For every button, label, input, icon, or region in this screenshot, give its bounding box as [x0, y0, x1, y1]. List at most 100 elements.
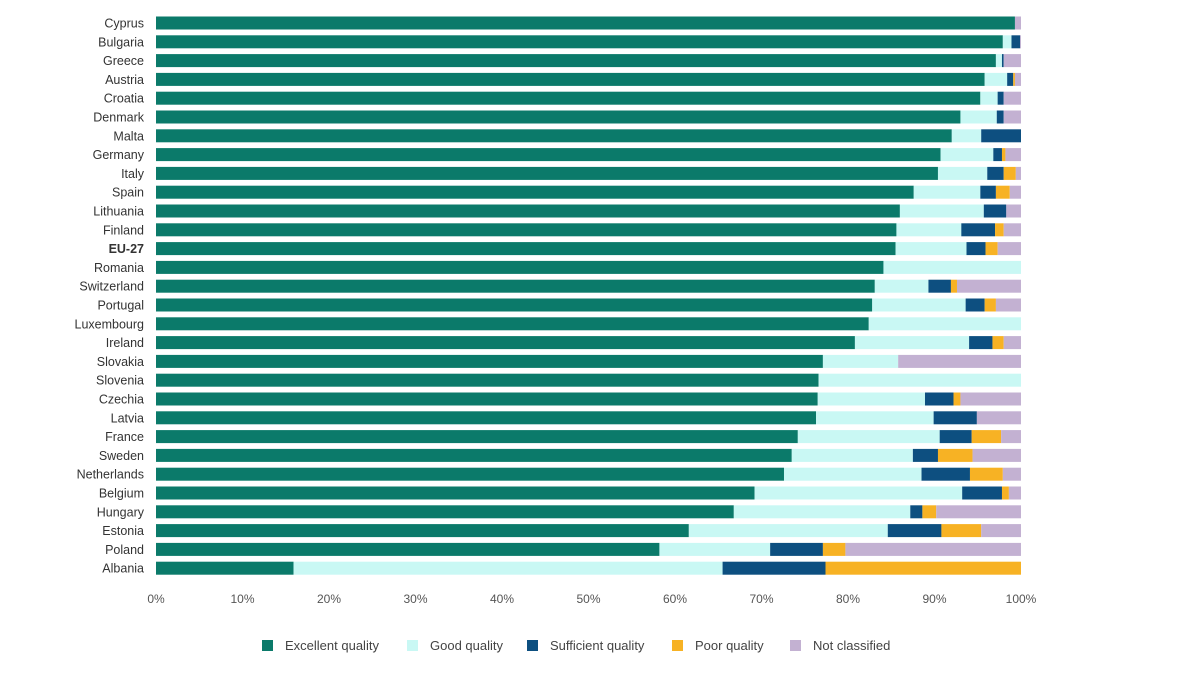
bar-segment-germany-not-classified: [1005, 148, 1021, 162]
category-label-germany: Germany: [93, 148, 145, 162]
bar-segment-sweden-good-quality: [791, 448, 913, 462]
x-tick-label: 50%: [576, 592, 600, 606]
bar-segment-finland-sufficient-quality: [961, 223, 996, 237]
bar-segment-czechia-excellent-quality: [156, 392, 818, 406]
bar-segment-spain-poor-quality: [995, 185, 1010, 199]
bar-segment-slovenia-good-quality: [818, 373, 1021, 387]
category-label-denmark: Denmark: [93, 111, 144, 125]
bar-segment-albania-poor-quality: [825, 561, 1021, 575]
bar-segment-slovakia-not-classified: [898, 354, 1021, 368]
category-label-ireland: Ireland: [106, 336, 144, 350]
legend-swatch: [672, 640, 683, 651]
category-label-cyprus: Cyprus: [104, 17, 144, 31]
category-label-slovenia: Slovenia: [96, 374, 144, 388]
bar-segment-hungary-good-quality: [733, 505, 911, 519]
bar-segment-portugal-not-classified: [995, 298, 1021, 312]
bar-segment-italy-excellent-quality: [156, 166, 938, 180]
bar-segment-germany-good-quality: [940, 148, 994, 162]
category-label-finland: Finland: [103, 223, 144, 237]
bar-segment-belgium-poor-quality: [1001, 486, 1009, 500]
category-label-italy: Italy: [121, 167, 145, 181]
bar-segment-croatia-excellent-quality: [156, 91, 981, 105]
x-tick-label: 80%: [836, 592, 860, 606]
x-tick-label: 40%: [490, 592, 514, 606]
bar-segment-malta-good-quality: [951, 129, 982, 143]
legend-swatch: [790, 640, 801, 651]
bar-segment-austria-not-classified: [1014, 72, 1021, 86]
bar-segment-albania-good-quality: [293, 561, 723, 575]
category-label-croatia: Croatia: [104, 92, 144, 106]
bar-segment-finland-poor-quality: [995, 223, 1004, 237]
bar-segment-netherlands-good-quality: [783, 467, 922, 481]
bar-segment-latvia-not-classified: [976, 411, 1021, 425]
bar-segment-ireland-not-classified: [1003, 336, 1021, 350]
bar-segment-latvia-good-quality: [816, 411, 934, 425]
category-label-lithuania: Lithuania: [93, 205, 144, 219]
bar-segment-portugal-excellent-quality: [156, 298, 873, 312]
bar-segment-lithuania-sufficient-quality: [983, 204, 1007, 218]
bar-segment-belgium-good-quality: [754, 486, 963, 500]
category-label-netherlands: Netherlands: [77, 468, 144, 482]
bar-segment-germany-sufficient-quality: [993, 148, 1002, 162]
x-tick-label: 70%: [749, 592, 773, 606]
bar-segment-spain-not-classified: [1009, 185, 1021, 199]
bar-segment-latvia-sufficient-quality: [933, 411, 977, 425]
bar-segment-france-sufficient-quality: [939, 430, 972, 444]
bar-segment-estonia-good-quality: [688, 524, 888, 538]
bar-segment-sweden-excellent-quality: [156, 448, 792, 462]
bar-segment-portugal-good-quality: [872, 298, 966, 312]
bar-segment-austria-good-quality: [984, 72, 1008, 86]
bar-segment-czechia-poor-quality: [953, 392, 961, 406]
legend: Excellent quality Good quality Sufficient …: [0, 638, 1200, 658]
bar-segment-italy-good-quality: [937, 166, 988, 180]
bar-segment-switzerland-excellent-quality: [156, 279, 875, 293]
bar-segment-poland-not-classified: [845, 542, 1021, 556]
bar-segment-france-not-classified: [1001, 430, 1021, 444]
x-axis-ticks: 0% 10% 20% 30% 40% 50% 60% 70% 80% 90% 100%: [147, 592, 1036, 606]
bar-segment-belgium-excellent-quality: [156, 486, 755, 500]
bar-segment-denmark-good-quality: [960, 110, 997, 124]
category-label-latvia: Latvia: [111, 411, 144, 425]
bar-segment-eu-27-excellent-quality: [156, 242, 896, 256]
category-label-sweden: Sweden: [99, 449, 144, 463]
bar-segment-germany-poor-quality: [1001, 148, 1006, 162]
bar-segment-denmark-not-classified: [1003, 110, 1021, 124]
category-label-spain: Spain: [112, 186, 144, 200]
bars-group: [156, 16, 1021, 575]
bar-segment-switzerland-sufficient-quality: [928, 279, 951, 293]
legend-item-poor-quality: Poor quality: [672, 638, 764, 653]
legend-label: Poor quality: [695, 638, 764, 653]
bar-segment-bulgaria-sufficient-quality: [1011, 35, 1021, 49]
bar-segment-eu-27-good-quality: [895, 242, 967, 256]
bar-segment-italy-not-classified: [1015, 166, 1021, 180]
bar-segment-france-excellent-quality: [156, 430, 798, 444]
bar-segment-netherlands-poor-quality: [969, 467, 1003, 481]
legend-swatch: [262, 640, 273, 651]
bar-segment-italy-poor-quality: [1003, 166, 1016, 180]
bar-segment-slovenia-excellent-quality: [156, 373, 819, 387]
bar-segment-eu-27-poor-quality: [985, 242, 998, 256]
bar-segment-eu-27-sufficient-quality: [966, 242, 986, 256]
bar-segment-italy-sufficient-quality: [987, 166, 1004, 180]
category-label-portugal: Portugal: [97, 299, 144, 313]
legend-item-sufficient-quality: Sufficient quality: [527, 638, 644, 653]
category-label-slovakia: Slovakia: [97, 355, 144, 369]
category-label-switzerland: Switzerland: [79, 280, 144, 294]
bar-segment-netherlands-not-classified: [1002, 467, 1021, 481]
bar-segment-cyprus-not-classified: [1014, 16, 1021, 30]
legend-item-good-quality: Good quality: [407, 638, 503, 653]
bar-segment-sweden-sufficient-quality: [912, 448, 938, 462]
bar-segment-ireland-sufficient-quality: [969, 336, 993, 350]
x-tick-label: 30%: [403, 592, 427, 606]
bar-segment-poland-good-quality: [659, 542, 771, 556]
category-label-france: France: [105, 430, 144, 444]
bar-segment-poland-excellent-quality: [156, 542, 660, 556]
category-labels: Cyprus Bulgaria Greece Austria Croatia Denmar…: [75, 17, 145, 576]
bar-segment-cyprus-excellent-quality: [156, 16, 1015, 30]
category-label-hungary: Hungary: [97, 505, 145, 519]
category-label-greece: Greece: [103, 54, 144, 68]
bar-segment-sweden-poor-quality: [937, 448, 973, 462]
bar-segment-spain-good-quality: [913, 185, 981, 199]
bar-segment-eu-27-not-classified: [997, 242, 1021, 256]
bar-segment-lithuania-excellent-quality: [156, 204, 900, 218]
